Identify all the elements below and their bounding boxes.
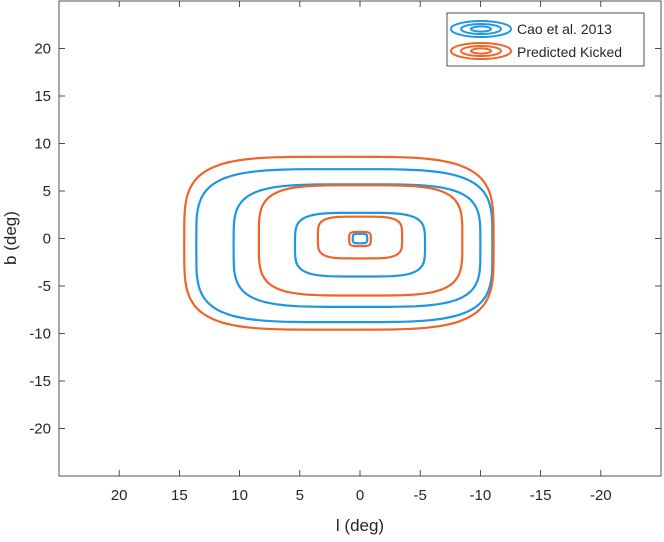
x-tick-label: -20 — [590, 487, 612, 504]
y-tick-label: 10 — [34, 136, 51, 153]
legend-icon-cao — [450, 20, 512, 38]
contours-layer — [183, 155, 495, 331]
y-tick-label: -10 — [29, 326, 51, 343]
x-tick-label: -10 — [470, 487, 492, 504]
y-tick-label: 15 — [34, 88, 51, 105]
contour-cao-0 — [195, 168, 494, 324]
y-tick-label: -5 — [38, 278, 51, 295]
y-tick-label: 0 — [43, 231, 51, 248]
plot-area — [58, 0, 662, 477]
legend-label-predicted: Predicted Kicked — [517, 44, 622, 60]
y-tick-label: 5 — [43, 183, 51, 200]
contour-predicted-1 — [257, 184, 464, 297]
contour-predicted-2 — [316, 215, 404, 260]
y-tick-label: 20 — [34, 41, 51, 58]
legend-ring-1 — [460, 23, 502, 35]
legend-label-cao: Cao et al. 2013 — [517, 21, 612, 37]
contour-cao-1 — [232, 183, 482, 308]
x-tick-label: 5 — [296, 487, 304, 504]
x-tick-label: -5 — [414, 487, 427, 504]
contour-predicted-3 — [348, 230, 372, 248]
legend-icon-predicted — [450, 42, 512, 60]
contour-cao-2 — [293, 211, 427, 278]
y-tick-label: -15 — [29, 373, 51, 390]
contour-cao-3 — [351, 232, 369, 245]
legend: Cao et al. 2013 Predicted Kicked — [446, 12, 645, 67]
x-tick-label: 0 — [356, 487, 364, 504]
x-tick-label: 10 — [231, 487, 248, 504]
y-tick-label: -20 — [29, 421, 51, 438]
legend-ring-0 — [450, 20, 512, 38]
legend-ring-2 — [470, 25, 492, 33]
legend-ring-1 — [460, 45, 502, 57]
x-tick-label: -15 — [530, 487, 552, 504]
x-tick-label: 15 — [171, 487, 188, 504]
legend-ring-0 — [450, 42, 512, 60]
x-tick-label: 20 — [111, 487, 128, 504]
x-axis-label: l (deg) — [336, 516, 384, 535]
ticks-layer: 20 15 10 5 0 -5 -10 -15 -20 20 15 10 5 0 -5 -10 -15 -20 — [29, 1, 661, 504]
y-axis-label: b (deg) — [1, 211, 20, 265]
legend-ring-2 — [470, 47, 492, 55]
contour-predicted-0 — [183, 155, 495, 331]
